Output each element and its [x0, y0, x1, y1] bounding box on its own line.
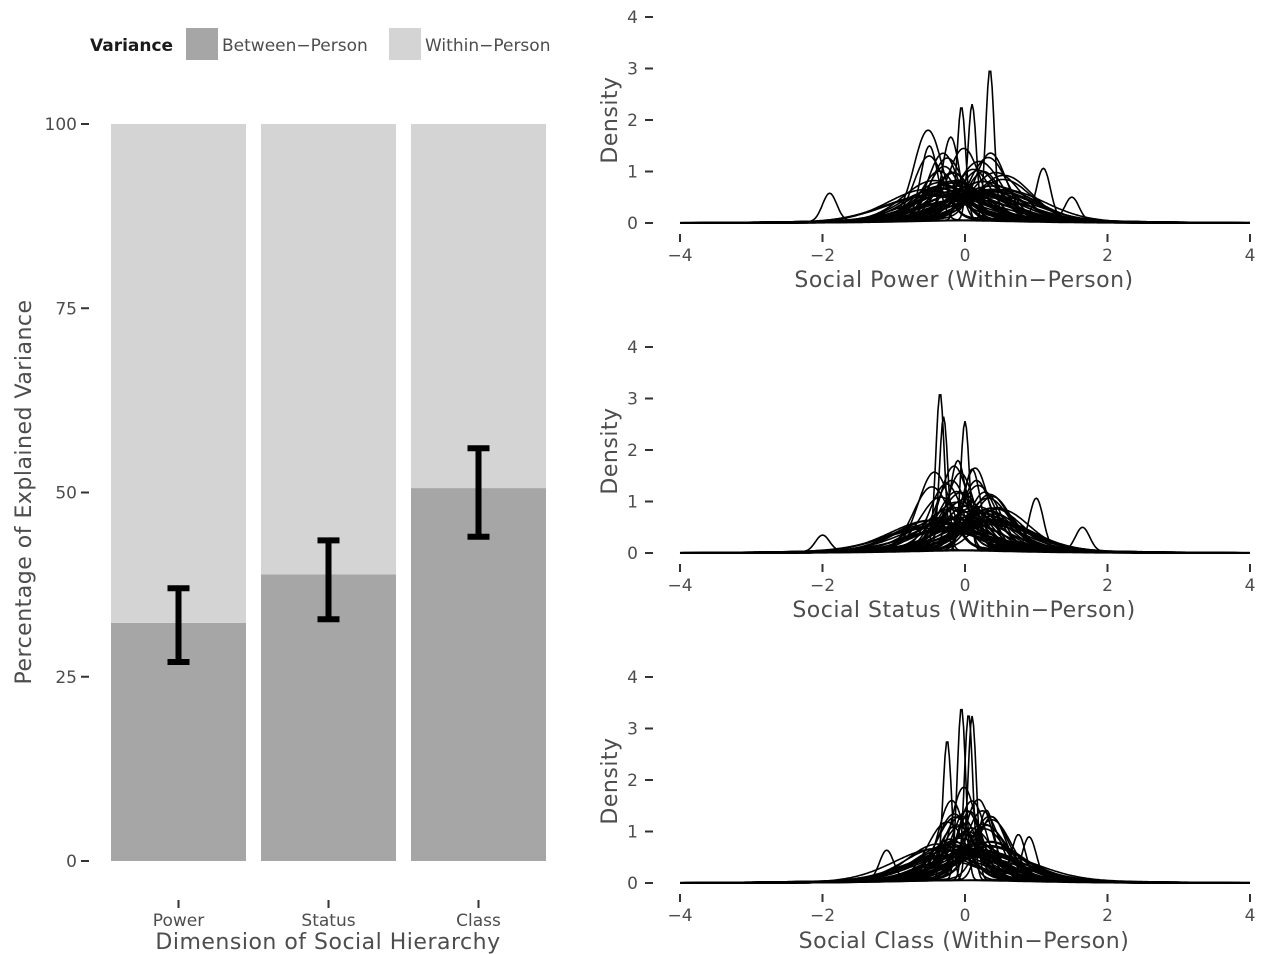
- density-x-tick-label-class-1: −2: [810, 906, 835, 926]
- density-curve-power-52: [680, 156, 1250, 224]
- density-panel-status: 0 1 2 3 4 −4 −2 0 2 4 Social Status (Within−Perso…: [598, 338, 1255, 623]
- bar-marks: [111, 124, 546, 861]
- density-x-tick-label-power-3: 2: [1102, 246, 1113, 266]
- density-y-axis-title-status: Density: [598, 407, 623, 494]
- density-curves-power: [679, 70, 1250, 224]
- density-panel-class: 0 1 2 3 4 −4 −2 0 2 4 Social Class (Within−Person…: [598, 668, 1255, 954]
- density-x-tick-label-power-4: 4: [1245, 246, 1256, 266]
- density-y-axis-title-class: Density: [598, 737, 623, 824]
- bar-status-within-person: [261, 124, 396, 575]
- density-x-tick-label-power-1: −2: [810, 246, 835, 266]
- density-y-tick-label-power-4: 4: [627, 8, 638, 28]
- legend-swatch-between-person: [186, 28, 218, 60]
- bar-y-tick-label-25: 25: [55, 668, 77, 688]
- legend-title: Variance: [90, 36, 173, 56]
- error-bars: [167, 445, 490, 666]
- bar-y-axis: 0 25 50 75 100: [45, 115, 89, 872]
- bar-y-tick-label-0: 0: [66, 852, 77, 872]
- density-x-tick-label-status-3: 2: [1102, 576, 1113, 596]
- density-x-tick-label-power-0: −4: [667, 246, 692, 266]
- density-x-tick-label-class-4: 4: [1245, 906, 1256, 926]
- density-x-tick-label-status-4: 4: [1245, 576, 1256, 596]
- density-axes-power: 0 1 2 3 4 −4 −2 0 2 4: [627, 8, 1255, 266]
- variance-bar-chart: 0 25 50 75 100 Power Status Class Dimension of…: [12, 115, 546, 954]
- density-curve-status-62: [680, 509, 1250, 554]
- bar-x-axis: Power Status Class: [153, 900, 501, 931]
- error-bar-power: [167, 585, 190, 666]
- bar-class-between-person: [411, 488, 546, 861]
- bar-class-within-person: [411, 124, 546, 489]
- legend: Variance Between−Person Within−Person: [90, 28, 550, 60]
- density-y-tick-label-class-1: 1: [627, 823, 638, 843]
- density-x-tick-label-status-1: −2: [810, 576, 835, 596]
- error-bar-class: [467, 445, 490, 540]
- density-x-tick-label-class-2: 0: [960, 906, 971, 926]
- density-y-tick-label-power-3: 3: [627, 60, 638, 80]
- density-y-tick-label-class-4: 4: [627, 668, 638, 688]
- density-axes-status: 0 1 2 3 4 −4 −2 0 2 4: [627, 338, 1255, 596]
- density-y-tick-label-status-1: 1: [627, 493, 638, 513]
- density-y-tick-label-status-3: 3: [627, 390, 638, 410]
- density-y-tick-label-class-0: 0: [627, 874, 638, 894]
- bar-x-tick-label-class: Class: [456, 911, 501, 931]
- density-curve-class-62: [680, 833, 1250, 884]
- bar-x-tick-label-status: Status: [301, 911, 355, 931]
- density-x-axis-title-status: Social Status (Within−Person): [792, 598, 1135, 623]
- density-y-tick-label-status-4: 4: [627, 338, 638, 358]
- density-y-tick-label-power-1: 1: [627, 163, 638, 183]
- density-y-tick-label-power-0: 0: [627, 214, 638, 234]
- bar-power-within-person: [111, 124, 246, 623]
- error-bar-status: [317, 537, 340, 623]
- density-y-tick-label-class-2: 2: [627, 771, 638, 791]
- bar-y-axis-title: Percentage of Explained Variance: [12, 299, 37, 684]
- density-x-axis-title-class: Social Class (Within−Person): [799, 929, 1130, 954]
- density-curve-power-1: [680, 107, 1250, 224]
- bar-y-tick-label-50: 50: [55, 484, 77, 504]
- density-x-axis-title-power: Social Power (Within−Person): [794, 268, 1133, 293]
- bar-x-tick-label-power: Power: [153, 911, 204, 931]
- density-panel-power: 0 1 2 3 4 −4 −2 0 2 4 Social Power (Within−Person…: [598, 8, 1255, 293]
- density-x-tick-label-status-0: −4: [667, 576, 692, 596]
- density-y-axis-title-power: Density: [598, 76, 623, 163]
- density-x-tick-label-class-0: −4: [667, 906, 692, 926]
- density-curves-status: [679, 393, 1251, 554]
- bar-y-tick-label-75: 75: [55, 299, 77, 319]
- legend-label-within-person: Within−Person: [425, 36, 550, 56]
- legend-swatch-within-person: [389, 28, 421, 60]
- density-y-tick-label-power-2: 2: [627, 111, 638, 131]
- density-curve-power-62: [680, 195, 1250, 224]
- legend-label-between-person: Between−Person: [222, 36, 368, 56]
- density-curves-class: [680, 708, 1251, 884]
- bar-y-tick-label-100: 100: [45, 115, 77, 135]
- bar-x-axis-title: Dimension of Social Hierarchy: [155, 930, 500, 954]
- density-x-tick-label-class-3: 2: [1102, 906, 1113, 926]
- density-y-tick-label-status-0: 0: [627, 544, 638, 564]
- density-x-tick-label-status-2: 0: [960, 576, 971, 596]
- density-y-tick-label-class-3: 3: [627, 720, 638, 740]
- density-axes-class: 0 1 2 3 4 −4 −2 0 2 4: [627, 668, 1255, 926]
- density-y-tick-label-status-2: 2: [627, 441, 638, 461]
- density-x-tick-label-power-2: 0: [960, 246, 971, 266]
